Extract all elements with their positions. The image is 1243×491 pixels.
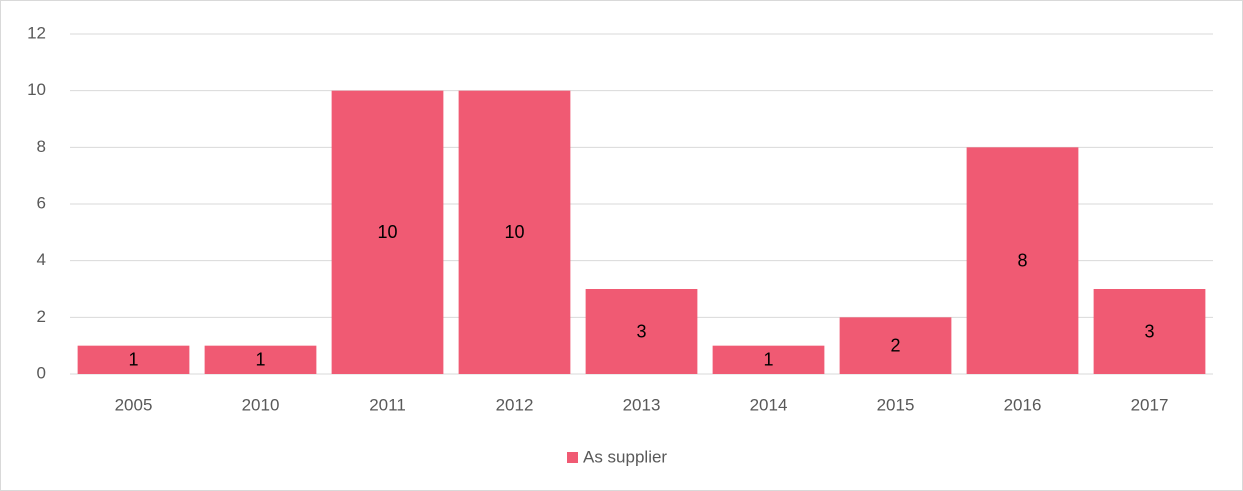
x-tick-label: 2005: [115, 395, 153, 414]
bar: [458, 90, 571, 375]
bar: [712, 345, 825, 374]
legend-swatch: [567, 452, 578, 463]
data-label: 8: [1017, 250, 1027, 270]
data-label: 3: [636, 321, 646, 341]
legend-label: As supplier: [583, 447, 667, 466]
x-tick-label: 2016: [1004, 395, 1042, 414]
bar: [77, 345, 190, 374]
data-label: 10: [504, 222, 524, 242]
y-tick-label: 4: [37, 250, 46, 269]
bar: [585, 289, 698, 374]
data-label: 3: [1144, 321, 1154, 341]
y-tick-label: 10: [27, 80, 46, 99]
x-tick-label: 2017: [1131, 395, 1169, 414]
x-tick-label: 2011: [369, 395, 406, 414]
y-tick-label: 6: [37, 193, 46, 212]
data-label: 1: [128, 350, 138, 370]
data-label: 10: [377, 222, 397, 242]
x-tick-label: 2012: [496, 395, 534, 414]
data-label: 1: [255, 350, 265, 370]
data-label: 1: [763, 350, 773, 370]
y-tick-label: 8: [37, 137, 46, 156]
bar: [1093, 289, 1206, 374]
y-tick-label: 12: [27, 23, 46, 42]
bar: [966, 147, 1079, 374]
bar: [204, 345, 317, 374]
x-tick-label: 2014: [750, 395, 788, 414]
y-tick-label: 2: [37, 307, 46, 326]
y-tick-label: 0: [37, 363, 46, 382]
x-tick-label: 2010: [242, 395, 280, 414]
bar: [839, 317, 952, 374]
data-label: 2: [890, 335, 900, 355]
x-tick-label: 2013: [623, 395, 661, 414]
x-tick-label: 2015: [877, 395, 915, 414]
bar: [331, 90, 444, 375]
